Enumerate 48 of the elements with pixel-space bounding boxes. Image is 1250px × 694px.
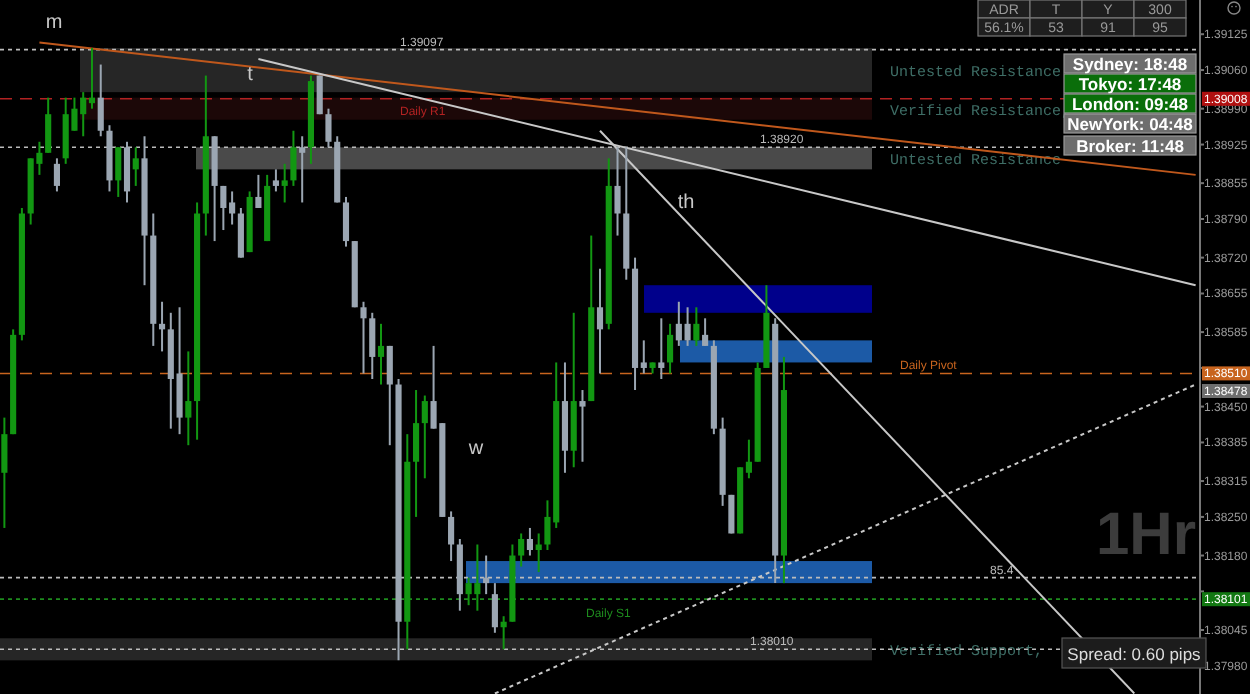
annotation: th: [677, 192, 695, 214]
candlestick: [290, 129, 297, 187]
candlestick: [272, 168, 279, 193]
candlestick: [281, 162, 288, 204]
candlestick: [596, 267, 604, 375]
candlestick: [176, 306, 183, 436]
candlestick: [115, 146, 122, 198]
candlestick: [377, 322, 385, 386]
annotation: Tokyo: 17:48: [1078, 73, 1182, 94]
annotation: Sydney: 18:48: [1072, 53, 1188, 74]
candlestick: [123, 140, 131, 204]
candlestick: [220, 184, 227, 232]
candlestick: [369, 311, 376, 380]
annotation: 1Hr: [1095, 502, 1197, 568]
candlestick: [132, 146, 139, 187]
candlestick: [535, 532, 542, 574]
candlestick: [518, 532, 525, 568]
annotation: Broker: 11:48: [1076, 135, 1185, 156]
candlestick: [53, 157, 60, 193]
annotation: Spread: 0.60 pips: [1067, 644, 1201, 664]
candlestick: [526, 526, 533, 557]
candlestick: [491, 582, 498, 634]
candlestick: [421, 394, 428, 480]
candlestick: [448, 510, 455, 563]
candlestick: [667, 322, 674, 375]
annotation: London: 09:48: [1071, 93, 1189, 114]
candlestick: [325, 107, 332, 149]
candlestick: [412, 389, 420, 518]
candlestick: [693, 306, 700, 347]
annotation: t: [247, 64, 254, 86]
annotation: NewYork: 04:48: [1067, 113, 1194, 134]
candlestick: [386, 344, 393, 447]
candlestick: [255, 173, 262, 209]
candlestick: [658, 317, 665, 380]
candlestick: [684, 306, 691, 347]
annotation: w: [466, 438, 485, 460]
annotation: m: [45, 12, 63, 34]
candlestick: [237, 206, 244, 259]
candlestick: [579, 389, 586, 463]
candlestick: [1, 416, 8, 529]
candlestick: [702, 317, 709, 347]
candlestick: [614, 146, 621, 237]
candlestick: [185, 350, 192, 447]
candlestick: [342, 195, 350, 248]
candlestick: [299, 135, 306, 204]
candlestick: [97, 63, 104, 138]
candlestick: [45, 96, 52, 154]
candlestick: [360, 300, 367, 375]
